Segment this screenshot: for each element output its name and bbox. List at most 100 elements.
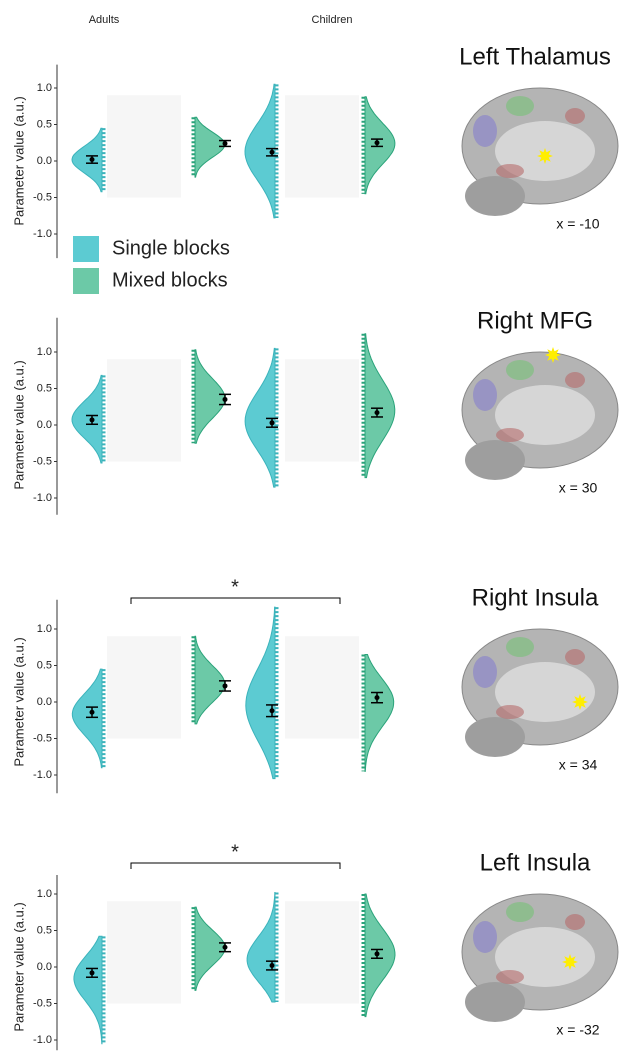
pair-lines	[285, 95, 359, 197]
y-axis-label: Parameter value (a.u.)	[11, 360, 26, 489]
pair-lines	[107, 901, 181, 1003]
violin	[74, 936, 102, 1043]
significance-star: *	[231, 841, 239, 863]
blob	[565, 914, 585, 930]
brain-title: Right MFG	[477, 307, 593, 334]
y-tick-label: 1.0	[37, 346, 52, 358]
mean-point	[375, 140, 380, 145]
y-axis-label: Parameter value (a.u.)	[11, 96, 26, 225]
mean-point	[90, 417, 95, 422]
y-tick-label: -0.5	[33, 997, 52, 1009]
y-tick-label: 0.0	[37, 419, 52, 431]
y-tick-label: 0.0	[37, 696, 52, 708]
blob	[496, 164, 524, 178]
significance-bracket	[131, 863, 340, 869]
legend-swatch	[73, 268, 99, 294]
blob	[565, 649, 585, 665]
mean-point	[223, 945, 228, 950]
violin	[195, 350, 225, 444]
violin	[72, 375, 102, 463]
y-tick-label: -1.0	[33, 769, 52, 781]
figure: Adults Children 1.0 0.5 0.0 -0.5 -1.0 Paramet…	[0, 0, 633, 1054]
blob	[473, 115, 497, 147]
blob	[565, 108, 585, 124]
blob	[506, 96, 534, 116]
y-tick-label: -0.5	[33, 455, 52, 467]
y-tick-label: 0.5	[37, 382, 52, 394]
blob	[565, 372, 585, 388]
mean-point	[223, 141, 228, 146]
blob	[506, 902, 534, 922]
mean-point	[375, 695, 380, 700]
violin	[247, 893, 275, 1003]
coordinate-label: x = 34	[559, 757, 598, 773]
y-tick-label: 0.0	[37, 155, 52, 167]
peak-marker	[572, 694, 588, 710]
blob	[496, 428, 524, 442]
violin	[365, 97, 395, 194]
blob	[506, 637, 534, 657]
y-tick-label: 1.0	[37, 623, 52, 635]
pair-lines	[107, 95, 181, 197]
pair-lines	[285, 901, 359, 1003]
pair-lines	[285, 359, 359, 461]
violin	[365, 894, 395, 1017]
cerebellum	[465, 982, 525, 1022]
mean-point	[223, 397, 228, 402]
coordinate-label: x = 30	[559, 480, 598, 496]
y-tick-label: -0.5	[33, 191, 52, 203]
column-label: Adults	[89, 14, 120, 26]
blob	[473, 921, 497, 953]
mean-point	[90, 157, 95, 162]
mean-point	[223, 683, 228, 688]
cerebellum	[465, 717, 525, 757]
pair-lines	[107, 359, 181, 461]
significance-bracket	[131, 598, 340, 604]
violin	[246, 607, 275, 779]
blob	[496, 970, 524, 984]
pair-lines	[107, 636, 181, 738]
y-tick-label: 0.5	[37, 659, 52, 671]
pair-lines	[285, 636, 359, 738]
mean-point	[375, 410, 380, 415]
coordinate-label: x = -32	[556, 1022, 599, 1038]
violin	[72, 128, 102, 192]
peak-marker	[545, 347, 561, 363]
mean-point	[90, 710, 95, 715]
column-label: Children	[312, 14, 353, 26]
peak-marker	[562, 954, 578, 970]
legend-label: Mixed blocks	[112, 269, 228, 291]
y-tick-label: 1.0	[37, 888, 52, 900]
mean-point	[90, 970, 95, 975]
mean-point	[270, 150, 275, 155]
cerebellum	[465, 440, 525, 480]
y-tick-label: 0.0	[37, 961, 52, 973]
mean-point	[270, 963, 275, 968]
blob	[496, 705, 524, 719]
y-tick-label: -1.0	[33, 492, 52, 504]
y-tick-label: 1.0	[37, 82, 52, 94]
violin	[365, 655, 394, 772]
violin	[195, 907, 225, 990]
blob	[473, 379, 497, 411]
peak-marker	[537, 148, 553, 164]
violin	[365, 334, 395, 478]
mean-point	[270, 420, 275, 425]
mean-point	[375, 951, 380, 956]
blob	[506, 360, 534, 380]
brain-title: Left Thalamus	[459, 43, 611, 70]
significance-star: *	[231, 576, 239, 598]
y-axis-label: Parameter value (a.u.)	[11, 637, 26, 766]
y-tick-label: 0.5	[37, 924, 52, 936]
y-tick-label: -1.0	[33, 228, 52, 240]
y-tick-label: 0.5	[37, 118, 52, 130]
legend-swatch	[73, 236, 99, 262]
brain-title: Right Insula	[472, 584, 599, 611]
violin	[72, 669, 102, 768]
y-tick-label: -0.5	[33, 732, 52, 744]
legend-label: Single blocks	[112, 237, 230, 259]
y-tick-label: -1.0	[33, 1034, 52, 1046]
coordinate-label: x = -10	[556, 216, 599, 232]
mean-point	[270, 708, 275, 713]
cerebellum	[465, 176, 525, 216]
